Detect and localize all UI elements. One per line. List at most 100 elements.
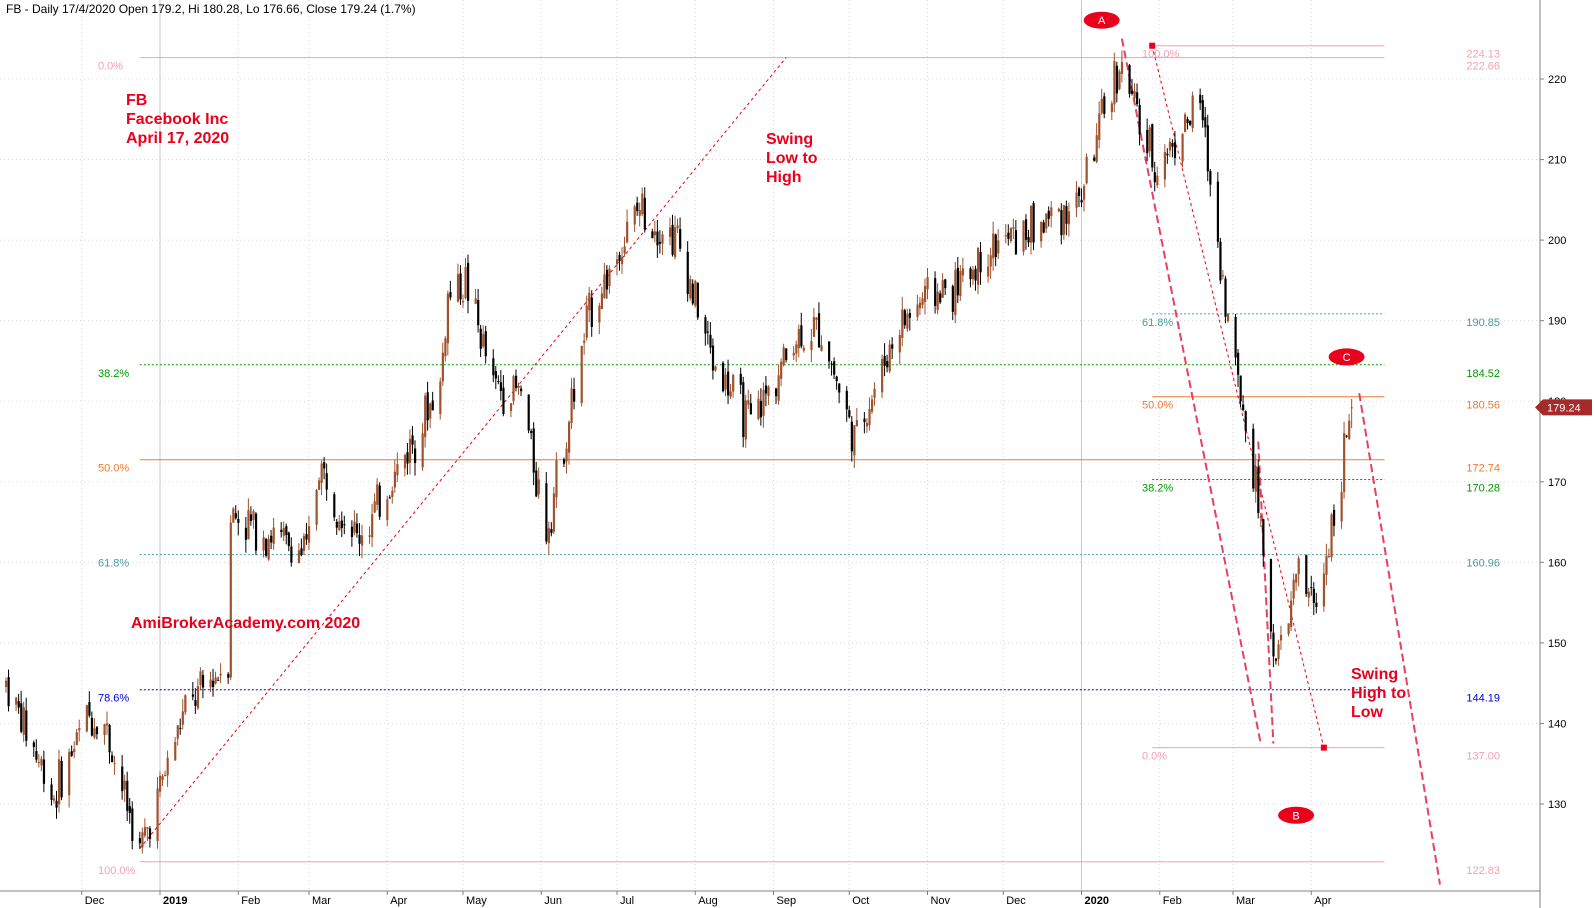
candle-body — [1047, 210, 1050, 219]
candle-body — [138, 838, 142, 844]
candle-body — [605, 269, 609, 290]
candle-body — [898, 335, 901, 353]
candle-body — [1067, 211, 1071, 225]
candle-body — [421, 433, 424, 468]
candle-body — [441, 352, 444, 382]
candle-body — [1340, 492, 1343, 522]
candle-body — [456, 274, 460, 302]
x-tick-label: Sep — [776, 895, 796, 907]
candle-body — [1277, 644, 1280, 659]
candle-body — [1332, 509, 1336, 526]
candle-body — [1325, 555, 1328, 575]
candle-body — [1057, 208, 1060, 212]
candle-body — [1226, 313, 1230, 322]
title-line-company: Facebook Inc — [126, 111, 228, 128]
candle-body — [22, 707, 25, 735]
candle-body — [1272, 632, 1275, 657]
fib-high-low-level-value: 137.00 — [1466, 751, 1500, 763]
candle-body — [386, 499, 389, 520]
fib-high-low-level-value: 170.28 — [1466, 483, 1500, 495]
candle-body — [1004, 235, 1007, 237]
candle-body — [979, 251, 982, 273]
candle-body — [479, 328, 482, 349]
candle-body — [1128, 65, 1131, 94]
candle-body — [1191, 95, 1194, 129]
candle-body — [1113, 61, 1116, 105]
candle-body — [1209, 170, 1212, 185]
candle-body — [439, 381, 442, 415]
candle-body — [217, 679, 220, 681]
candle-body — [1290, 600, 1293, 628]
candle-body — [1083, 185, 1086, 200]
candle-body — [413, 448, 417, 464]
candle-body — [570, 388, 573, 423]
candle-body — [1206, 125, 1209, 172]
candle-body — [338, 521, 341, 531]
candle-body — [108, 724, 111, 753]
y-tick-label: 140 — [1548, 718, 1566, 730]
candle-body — [795, 344, 798, 354]
candle-body — [744, 400, 747, 440]
candle-body — [290, 546, 293, 563]
candle-body — [318, 480, 321, 490]
candle-body — [562, 459, 566, 464]
candle-body — [166, 757, 169, 776]
candle-body — [514, 375, 518, 388]
candle-body — [355, 523, 359, 534]
candle-body — [668, 227, 672, 237]
candle-body — [833, 361, 836, 375]
candle-body — [73, 748, 76, 753]
candle-body — [227, 674, 230, 678]
candle-body — [1305, 555, 1308, 595]
candle-body — [565, 448, 568, 462]
candle-body — [1224, 278, 1227, 317]
candle-body — [1307, 591, 1310, 598]
x-tick-label: Feb — [1163, 895, 1182, 907]
candle-body — [1184, 114, 1187, 132]
candle-body — [164, 774, 167, 777]
candle-body — [590, 297, 593, 327]
fib-high-low-level-value: 180.56 — [1466, 400, 1500, 412]
fib-low-high-level-value: 160.96 — [1466, 558, 1500, 570]
candle-body — [459, 273, 462, 300]
candle-body — [176, 725, 179, 739]
candle-body — [388, 497, 391, 499]
candle-body — [583, 340, 586, 343]
point-marker-a — [1083, 11, 1120, 29]
point-marker-c — [1328, 348, 1365, 366]
candle-body — [58, 759, 61, 805]
candle-body — [906, 313, 909, 329]
candle-body — [305, 534, 308, 540]
candle-body — [588, 292, 591, 311]
candle-body — [509, 403, 513, 412]
candle-body — [1120, 62, 1124, 74]
candle-body — [873, 388, 876, 398]
candle-body — [335, 521, 338, 528]
candle-body — [35, 751, 38, 760]
y-tick-label: 160 — [1548, 557, 1566, 569]
candle-body — [70, 751, 73, 756]
fib-low-high-level-pct: 0.0% — [98, 61, 123, 73]
candle-body — [545, 483, 548, 542]
candle-body — [194, 700, 197, 707]
candle-body — [90, 717, 94, 736]
candle-body — [994, 234, 997, 258]
candle-body — [941, 280, 944, 298]
candle-body — [1032, 203, 1035, 243]
candle-body — [1050, 207, 1053, 217]
candle-body — [653, 231, 657, 236]
grid — [0, 0, 1540, 891]
candle-body — [959, 270, 962, 297]
candle-body — [797, 328, 800, 349]
candle-body — [812, 316, 816, 337]
candle-body — [600, 293, 604, 310]
candle-body — [1274, 658, 1278, 661]
candle-body — [633, 206, 636, 225]
candle-body — [360, 535, 364, 546]
candle-body — [845, 390, 848, 410]
candle-body — [424, 395, 427, 438]
y-tick-label: 130 — [1548, 799, 1566, 811]
candle-body — [191, 694, 195, 697]
